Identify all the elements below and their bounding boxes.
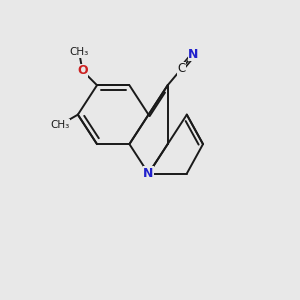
Text: CH₃: CH₃ <box>70 47 89 57</box>
Text: N: N <box>143 167 154 180</box>
Text: C: C <box>177 62 185 76</box>
Text: N: N <box>188 48 199 61</box>
Text: CH₃: CH₃ <box>50 120 70 130</box>
Text: O: O <box>77 64 88 77</box>
